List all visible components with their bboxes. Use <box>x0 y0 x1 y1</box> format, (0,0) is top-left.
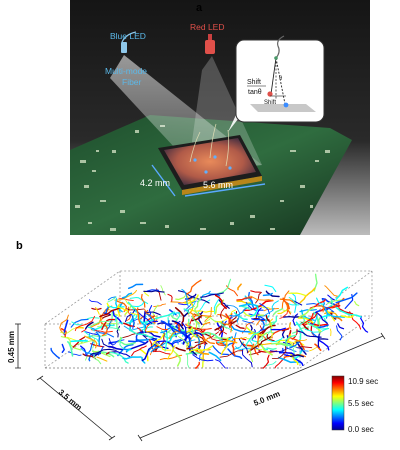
trajectory-track <box>147 332 158 333</box>
trajectory-track <box>89 300 101 305</box>
trajectory-track <box>201 329 212 330</box>
trajectory-track <box>89 354 91 361</box>
trajectory-track <box>129 284 143 288</box>
trajectory-track <box>238 284 241 289</box>
trajectory-track <box>68 352 81 355</box>
trajectory-track <box>264 309 279 311</box>
panel-a-illustration: 4.2 mm 5.6 mm Blue LED Multi-mode Fiber … <box>0 0 400 235</box>
trajectory-track <box>144 311 145 321</box>
geometry-inset: θ Shift tanθ Shift <box>236 36 324 122</box>
trajectory-track <box>195 363 199 369</box>
dim-label-height: 5.6 mm <box>203 180 233 190</box>
trajectory-track <box>168 294 172 301</box>
colorbar-mid-label: 5.5 sec <box>348 399 374 408</box>
trajectory-track <box>214 338 229 339</box>
trajectory-track <box>267 348 276 349</box>
trajectory-track <box>96 308 100 315</box>
dim-label-width: 4.2 mm <box>140 178 170 188</box>
trajectory-track <box>242 306 250 309</box>
panel-a-svg: 4.2 mm 5.6 mm Blue LED Multi-mode Fiber … <box>0 0 400 235</box>
trajectory-track <box>201 358 203 367</box>
trajectory-track <box>325 286 339 297</box>
colorbar <box>332 376 344 430</box>
trajectory-track <box>338 324 344 329</box>
trajectory-track <box>186 280 201 294</box>
trajectory-track <box>144 291 164 292</box>
y-axis-label: 3.5 mm <box>57 388 84 413</box>
trajectory-track <box>216 360 228 368</box>
trajectory-track <box>209 352 220 360</box>
trajectory-track <box>218 279 231 293</box>
trajectory-track <box>161 286 166 295</box>
inset-shift-tan-numerator: Shift <box>247 79 261 86</box>
trajectory-track <box>154 304 166 307</box>
panel-b-svg: 0.45 mm 3.5 mm 5.0 mm 10.9 sec 5.5 sec 0… <box>0 238 400 445</box>
trajectory-track <box>205 308 212 322</box>
trajectory-track <box>129 341 144 343</box>
colorbar-min-label: 0.0 sec <box>348 425 374 434</box>
colorbar-max-label: 10.9 sec <box>348 377 378 386</box>
trajectory-track <box>336 293 357 303</box>
x-axis-label: 5.0 mm <box>252 389 281 408</box>
z-axis-label: 0.45 mm <box>7 331 16 363</box>
trajectory-track <box>261 355 269 368</box>
trajectory-track <box>282 349 283 353</box>
trajectory-track <box>300 288 315 303</box>
trajectory-track <box>330 329 331 336</box>
fiber-label-line1: Multi-mode <box>105 66 147 76</box>
trajectory-track <box>251 325 252 330</box>
trajectory-track <box>336 287 347 299</box>
trajectory-track <box>290 323 291 329</box>
trajectory-track <box>68 342 73 356</box>
trajectory-track <box>71 341 87 342</box>
trajectory-track <box>249 296 274 300</box>
inset-shift-label: Shift <box>264 100 276 106</box>
trajectory-track <box>251 291 260 292</box>
trajectory-track <box>62 345 64 353</box>
trajectory-track <box>176 296 185 299</box>
trajectory-track <box>153 351 170 354</box>
blue-led-label: Blue LED <box>110 31 146 41</box>
trajectory-track <box>149 306 151 315</box>
trajectory-track <box>237 301 252 303</box>
trajectory-track <box>289 293 306 296</box>
panel-a-label: a <box>196 2 202 14</box>
trajectory-track <box>176 348 185 351</box>
trajectory-track <box>355 302 359 306</box>
red-led-label: Red LED <box>190 22 225 32</box>
trajectory-track <box>256 292 262 303</box>
trajectory-track <box>115 290 137 300</box>
trajectory-track <box>51 349 59 359</box>
panel-b-trajectory-plot: 0.45 mm 3.5 mm 5.0 mm 10.9 sec 5.5 sec 0… <box>0 238 400 445</box>
trajectory-track <box>131 302 144 306</box>
trajectory-track <box>243 321 253 323</box>
trajectory-track <box>187 354 189 368</box>
inset-shift-tan-denominator: tanθ <box>248 89 262 96</box>
panel-b-label: b <box>16 240 23 252</box>
trajectory-track <box>179 304 188 305</box>
fiber-label-line2: Fiber <box>122 77 142 87</box>
trajectory-track <box>87 342 93 354</box>
trajectory-track <box>157 327 168 330</box>
trajectory-track <box>123 357 141 359</box>
trajectory-track <box>236 325 244 328</box>
trajectory-track <box>345 295 352 309</box>
trajectory-track <box>361 317 368 333</box>
